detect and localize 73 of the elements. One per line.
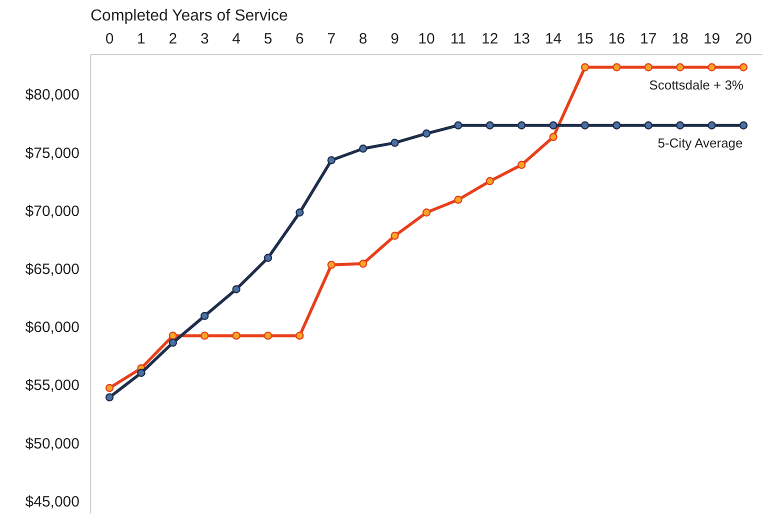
x-tick-label: 12: [482, 30, 498, 48]
x-tick-label: 13: [513, 30, 530, 48]
point: [105, 393, 114, 402]
point: [580, 63, 590, 72]
series-label: 5-City Average: [658, 135, 743, 150]
y-tick-label: $80,000: [25, 86, 80, 104]
point: [612, 121, 621, 130]
point: [644, 121, 652, 130]
point: [580, 121, 590, 130]
point: [549, 121, 558, 130]
point: [327, 156, 336, 164]
point: [739, 63, 748, 72]
x-tick-label: 6: [296, 30, 304, 48]
point: [296, 332, 304, 340]
point: [105, 384, 114, 392]
point: [517, 121, 526, 130]
point: [264, 332, 272, 340]
x-tick-label: 18: [672, 30, 688, 48]
point: [296, 208, 304, 217]
point: [422, 129, 431, 138]
point: [549, 132, 558, 142]
y-tick-label: $45,000: [25, 493, 80, 510]
x-tick-label: 10: [418, 30, 435, 48]
x-tick-label: 1: [137, 30, 146, 48]
point: [390, 232, 399, 240]
point: [708, 121, 716, 130]
point: [359, 260, 368, 268]
x-tick-label: 3: [200, 30, 209, 48]
point: [390, 138, 399, 147]
point: [232, 332, 240, 340]
point: [739, 121, 748, 130]
point: [676, 63, 684, 72]
point: [168, 332, 178, 340]
x-tick-label: 11: [450, 30, 466, 48]
point: [454, 196, 462, 204]
point: [359, 144, 368, 153]
x-tick-label: 7: [327, 30, 336, 48]
point: [676, 121, 684, 130]
point: [200, 312, 209, 320]
x-tick-label: 19: [703, 30, 720, 48]
point: [264, 254, 272, 262]
y-tick-label: $75,000: [25, 144, 80, 162]
point: [486, 121, 494, 130]
y-tick-label: $50,000: [25, 435, 80, 452]
x-tick-label: 17: [640, 30, 657, 48]
y-tick-label: $55,000: [25, 377, 80, 394]
x-tick-label: 14: [544, 30, 562, 48]
point: [327, 260, 336, 269]
point: [232, 285, 240, 294]
x-axis-title: Completed Years of Service: [90, 8, 288, 24]
point: [644, 63, 652, 72]
x-tick-label: 5: [264, 30, 272, 48]
series-label: Scottsdale + 3%: [649, 77, 744, 92]
y-tick-label: $65,000: [25, 260, 80, 278]
x-tick-label: 15: [576, 30, 594, 48]
x-tick-label: 4: [232, 30, 240, 48]
point: [517, 160, 526, 169]
x-tick-label: 20: [735, 30, 752, 48]
x-tick-label: 8: [358, 30, 368, 48]
y-tick-label: $60,000: [25, 319, 80, 336]
point: [422, 208, 431, 217]
x-tick-label: 2: [168, 30, 178, 48]
point: [612, 63, 621, 72]
point: [708, 63, 716, 72]
y-tick-label: $70,000: [25, 202, 80, 220]
x-tick-label: 16: [608, 30, 626, 48]
point: [200, 332, 209, 340]
point: [454, 121, 462, 130]
point: [168, 338, 178, 347]
x-tick-label: 0: [105, 30, 114, 48]
x-tick-label: 9: [390, 30, 399, 48]
point: [486, 177, 494, 186]
point: [137, 368, 146, 377]
